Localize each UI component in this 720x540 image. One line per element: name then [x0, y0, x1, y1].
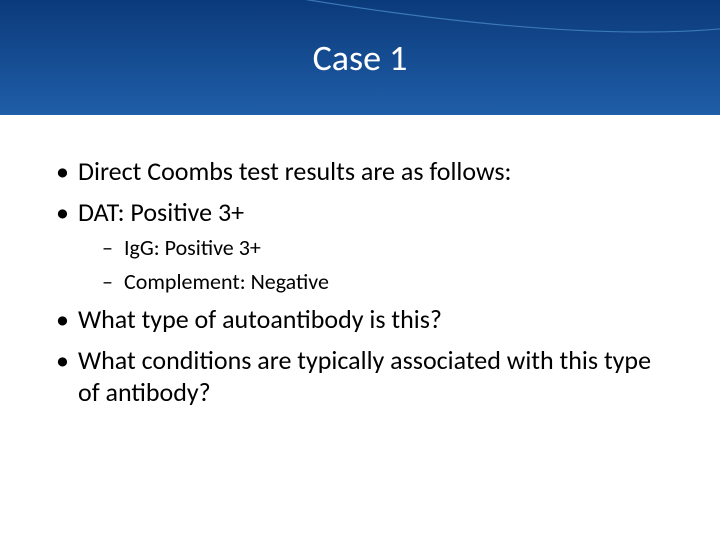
bullet-text: DAT: Positive 3+ — [78, 196, 244, 228]
sub-bullet-list: IgG: Positive 3+ Complement: Negative — [78, 234, 668, 295]
bullet-list: Direct Coombs test results are as follow… — [52, 155, 668, 409]
title-band: Case 1 — [0, 0, 720, 115]
list-item: IgG: Positive 3+ — [96, 234, 668, 262]
slide: Case 1 Direct Coombs test results are as… — [0, 0, 720, 540]
bullet-text: Complement: Negative — [124, 268, 329, 295]
bullet-text: What conditions are typically associated… — [78, 344, 651, 409]
arc-path — [250, 0, 720, 32]
list-item: What conditions are typically associated… — [52, 344, 668, 409]
list-item: DAT: Positive 3+ IgG: Positive 3+ Comple… — [52, 196, 668, 296]
list-item: Direct Coombs test results are as follow… — [52, 155, 668, 188]
bullet-text: What type of autoantibody is this? — [78, 303, 442, 335]
bullet-text: IgG: Positive 3+ — [124, 234, 261, 261]
bullet-text: Direct Coombs test results are as follow… — [78, 155, 512, 187]
list-item: What type of autoantibody is this? — [52, 303, 668, 336]
list-item: Complement: Negative — [96, 268, 668, 296]
slide-title: Case 1 — [313, 36, 408, 80]
slide-body: Direct Coombs test results are as follow… — [0, 115, 720, 409]
